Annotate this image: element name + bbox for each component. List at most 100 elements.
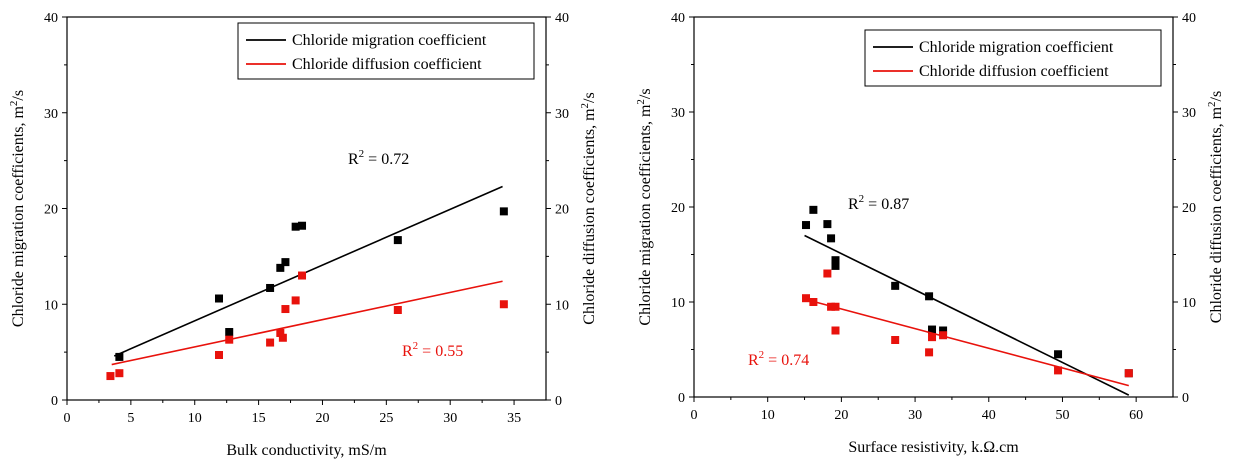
x-tick-label: 10 [761,408,775,423]
y2-tick-label: 40 [1182,11,1196,26]
y2-tick-label: 0 [555,394,562,409]
data-point-diffusion [831,326,840,335]
fit-line-diffusion [111,280,503,366]
r2-sup: 2 [759,349,765,361]
r2-label: R [848,196,859,213]
x-axis-title: Bulk conductivity, mS/m [226,442,387,459]
r2-sup: 2 [359,148,365,160]
data-point-migration [1054,350,1063,359]
y-tick-label: 10 [671,296,685,311]
data-point-diffusion [939,331,948,340]
r2-value: = 0.72 [364,151,409,168]
x-axis-title: Surface resistivity, k.Ω.cm [848,439,1019,456]
data-point-diffusion [891,336,900,344]
legend-box [237,22,535,80]
x-tick-label: 10 [188,411,202,426]
data-point-migration [115,352,124,361]
data-point-diffusion [298,271,307,280]
data-point-diffusion [802,294,811,303]
x-tick-label: 35 [507,411,521,426]
data-point-diffusion [831,302,840,311]
y-axis-title: Chloride migration coefficients, m2/s [8,90,27,327]
data-point-migration [925,292,934,301]
y-axis-title-main: Chloride migration coefficients, m [10,106,27,328]
data-point-migration [802,221,811,230]
data-point-diffusion [827,302,836,311]
data-point-diffusion [393,305,402,314]
y2-axis-title-sup: 2 [1206,101,1218,107]
y-tick-label: 30 [671,106,685,121]
data-point-migration [831,256,840,265]
data-point-diffusion [925,348,934,357]
data-point-diffusion [266,338,275,347]
x-tick-label: 5 [127,411,134,426]
fit-line-migration [113,185,503,357]
y2-axis-title-main: Chloride diffusion coefficients, m [1208,106,1225,323]
data-point-diffusion [1054,366,1063,375]
data-point-migration [939,326,948,335]
y-axis-title: Chloride migration coefficients, m2/s [635,88,654,325]
y2-tick-label: 20 [555,203,569,218]
y-axis-title-tail: /s [10,90,27,101]
r2-value: = 0.55 [418,343,463,360]
legend-box [864,29,1162,87]
x-tick-label: 60 [1129,408,1143,423]
data-point-diffusion [809,298,818,306]
data-point-migration [215,294,224,303]
y-tick-label: 0 [678,391,685,406]
legend-label: Chloride diffusion coefficient [292,56,482,73]
y-axis-title-sup: 2 [8,101,20,107]
y2-axis-title: Chloride diffusion coefficients, m2/s [1206,91,1225,323]
r2-label: R [348,151,359,168]
data-point-diffusion [106,372,115,381]
x-tick-label: 50 [1055,408,1069,423]
y-tick-label: 40 [44,11,58,26]
r2-annotation: R2 = 0.74 [748,349,809,369]
data-point-migration [281,258,290,267]
legend-label: Chloride migration coefficient [292,32,487,49]
data-point-diffusion [928,333,937,342]
data-point-migration [298,221,307,230]
data-point-migration [809,205,818,214]
y2-axis-title-tail: /s [581,92,598,103]
y-tick-label: 10 [44,298,58,313]
data-point-migration [393,236,402,245]
data-point-migration [266,283,275,292]
y-tick-label: 20 [44,203,58,218]
data-point-migration [291,222,300,231]
data-point-migration [831,261,840,270]
data-point-migration [499,207,508,216]
y2-tick-label: 20 [1182,201,1196,216]
data-point-diffusion [1124,369,1133,378]
data-point-migration [928,325,937,334]
y2-tick-label: 30 [555,107,569,122]
fit-line-migration [804,234,1130,396]
y2-axis-title-sup: 2 [579,103,591,109]
legend: Chloride migration coefficient Chloride d… [864,29,1162,87]
x-tick-label: 40 [982,408,996,423]
y-axis-title-sup: 2 [635,99,647,105]
x-tick-label: 20 [834,408,848,423]
data-point-diffusion [281,305,290,314]
legend-label: Chloride migration coefficient [919,39,1114,56]
data-point-diffusion [276,328,285,337]
x-tick-label: 25 [379,411,393,426]
y-tick-label: 20 [671,201,685,216]
data-point-diffusion [115,369,124,378]
data-point-diffusion [291,296,300,305]
y2-tick-label: 30 [1182,106,1196,121]
y2-tick-label: 0 [1182,391,1189,406]
data-point-migration [276,263,285,272]
y-tick-label: 40 [671,11,685,26]
y2-tick-label: 40 [555,11,569,26]
r2-sup: 2 [859,193,865,205]
data-point-diffusion [215,350,224,359]
y-tick-label: 0 [51,394,58,409]
data-point-migration [225,328,234,337]
r2-label: R [748,352,759,369]
y2-tick-label: 10 [555,298,569,313]
y-tick-label: 30 [44,107,58,122]
data-point-diffusion [499,300,508,309]
r2-label: R [402,343,413,360]
